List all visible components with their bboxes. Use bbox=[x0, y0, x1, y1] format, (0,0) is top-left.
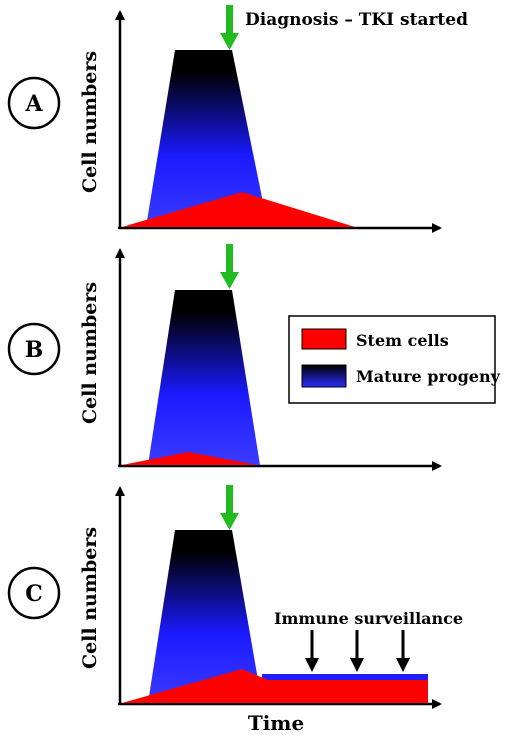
legend-label-stem-cells: Stem cells bbox=[356, 331, 449, 350]
panel-c-immune-arrows bbox=[305, 630, 410, 672]
panel-c-annotation: Immune surveillance bbox=[274, 609, 463, 628]
panel-a-ylabel: Cell numbers bbox=[79, 51, 101, 193]
legend-label-mature-progeny: Mature progeny bbox=[356, 367, 501, 386]
immune-arrow-2 bbox=[350, 630, 364, 672]
x-axis-label: Time bbox=[248, 711, 304, 735]
immune-arrow-3 bbox=[396, 630, 410, 672]
panel-c-stem-cells bbox=[122, 669, 428, 703]
panel-c-green-arrow bbox=[220, 485, 239, 530]
panel-a-mature-progeny bbox=[146, 50, 268, 227]
panel-b-green-arrow bbox=[220, 244, 239, 289]
panel-b-badge bbox=[7, 322, 61, 376]
legend-swatch-mature-progeny bbox=[301, 364, 347, 388]
panel-b: Cell numbers B Stem cells Mature progeny bbox=[7, 244, 501, 471]
panel-a: Diagnosis – TKI started Cell numbers A bbox=[7, 5, 468, 233]
panel-a-letter: A bbox=[24, 91, 43, 117]
panel-c-ylabel: Cell numbers bbox=[79, 527, 101, 669]
panel-c: Immune surveillance Cell numbers C bbox=[7, 485, 463, 709]
panel-a-green-arrow bbox=[220, 5, 239, 50]
panel-b-ylabel: Cell numbers bbox=[79, 282, 101, 424]
panel-b-mature-progeny bbox=[148, 290, 260, 465]
panel-a-annotation: Diagnosis – TKI started bbox=[245, 10, 468, 30]
legend: Stem cells Mature progeny bbox=[288, 315, 501, 404]
panel-c-mature-progeny bbox=[148, 530, 262, 703]
panel-a-badge bbox=[7, 76, 61, 130]
panel-a-stem-cells bbox=[122, 192, 355, 227]
panel-c-letter: C bbox=[25, 581, 43, 607]
panel-b-letter: B bbox=[25, 337, 44, 363]
panel-c-badge bbox=[7, 566, 61, 620]
immune-arrow-1 bbox=[305, 630, 319, 672]
panel-b-stem-cells bbox=[122, 452, 258, 465]
legend-swatch-stem-cells bbox=[301, 328, 347, 350]
